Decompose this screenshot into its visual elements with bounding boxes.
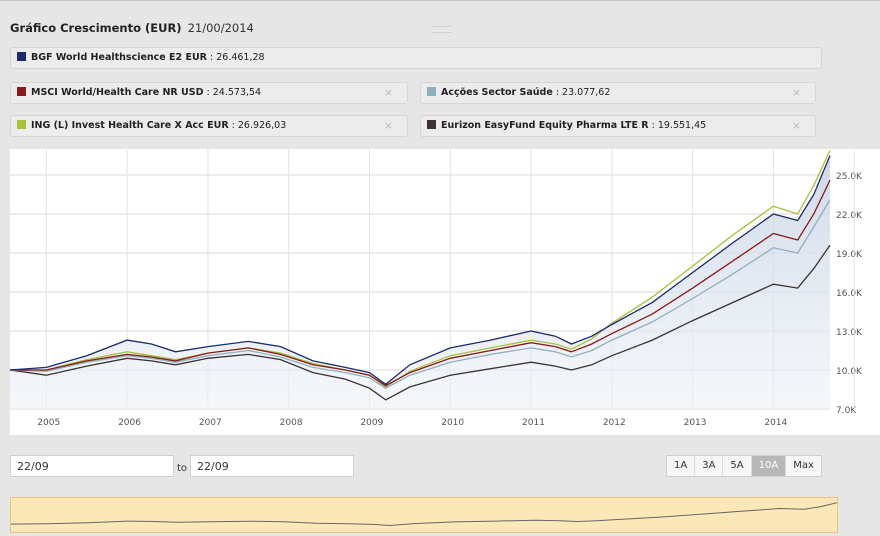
x-tick-label: 2012: [603, 418, 626, 428]
x-tick-label: 2013: [684, 418, 707, 428]
x-tick-label: 2008: [280, 418, 303, 428]
line-chart[interactable]: 7.0K 10.0K 13.0K 16.0K 19.0K 22.0K 25.0K 2005 20…: [9, 149, 880, 435]
legend-name: MSCI World/Health Care NR USD: [31, 87, 204, 98]
y-tick-label: 16.0K: [836, 289, 863, 299]
legend-swatch: [17, 52, 26, 61]
series-line: [9, 244, 831, 401]
x-tick-label: 2006: [118, 418, 141, 428]
legend-value: 23.077,62: [562, 87, 611, 98]
to-label: to: [177, 463, 188, 474]
legend-item: Eurizon EasyFund Equity Pharma LTE R : 1…: [420, 115, 816, 137]
x-tick-label: 2011: [522, 418, 545, 428]
series-area-fill: [10, 155, 830, 409]
series-line: [10, 179, 831, 387]
legend-name: ING (L) Invest Health Care X Acc EUR: [31, 120, 229, 131]
legend-swatch: [427, 87, 436, 96]
y-tick-label: 25.0K: [836, 172, 863, 182]
navigator-svg: [10, 502, 838, 527]
series-line: [9, 155, 831, 386]
from-date-input[interactable]: [10, 455, 174, 477]
x-tick-label: 2010: [441, 418, 464, 428]
legend-value: 24.573,54: [212, 87, 262, 98]
legend-item: BGF World Healthscience E2 EUR : 26.461,…: [10, 47, 822, 69]
range-button-group: 1A 3A 5A 10A Max: [666, 455, 822, 477]
legend-value: 26.926,03: [237, 120, 287, 131]
range-button-3a[interactable]: 3A: [695, 456, 724, 476]
close-icon[interactable]: ×: [383, 86, 393, 99]
legend-swatch: [17, 87, 26, 96]
drag-handle-icon[interactable]: [432, 26, 452, 33]
close-icon[interactable]: ×: [791, 86, 801, 99]
y-tick-label: 13.0K: [836, 328, 863, 338]
legend-value: 26.461,28: [216, 52, 265, 63]
range-button-1a[interactable]: 1A: [667, 456, 696, 476]
chart-date: 21/00/2014: [187, 21, 254, 35]
series-line: [10, 150, 831, 388]
legend-swatch: [17, 120, 26, 129]
legend-item: Acções Sector Saúde : 23.077,62 ×: [420, 82, 816, 104]
x-tick-label: 2014: [764, 418, 787, 428]
legend-name: Eurizon EasyFund Equity Pharma LTE R: [441, 120, 649, 131]
legend-swatch: [427, 120, 436, 129]
range-button-5a[interactable]: 5A: [723, 456, 752, 476]
y-tick-label: 10.0K: [836, 367, 863, 377]
y-tick-label: 22.0K: [836, 211, 863, 221]
x-tick-label: 2005: [37, 418, 60, 428]
range-button-10a[interactable]: 10A: [751, 456, 787, 476]
legend-value: 19.551,45: [657, 120, 707, 131]
chart-header: Gráfico Crescimento (EUR) 21/00/2014: [10, 21, 254, 35]
y-tick-label: 19.0K: [836, 250, 863, 260]
legend-name: Acções Sector Saúde: [441, 87, 553, 98]
chart-svg: 7.0K 10.0K 13.0K 16.0K 19.0K 22.0K 25.0K 2005 20…: [9, 149, 863, 428]
close-icon[interactable]: ×: [383, 119, 393, 132]
range-button-max[interactable]: Max: [793, 460, 814, 471]
to-date-input[interactable]: [190, 455, 354, 477]
y-tick-label: 7.0K: [836, 406, 857, 416]
navigator-line: [10, 502, 838, 527]
legend-item: ING (L) Invest Health Care X Acc EUR : 2…: [10, 115, 408, 137]
close-icon[interactable]: ×: [791, 119, 801, 132]
series-line: [9, 199, 831, 389]
legend-item: MSCI World/Health Care NR USD : 24.573,5…: [10, 82, 408, 104]
x-tick-label: 2009: [360, 418, 383, 428]
chart-title: Gráfico Crescimento (EUR): [10, 21, 182, 35]
x-tick-label: 2007: [199, 418, 222, 428]
range-navigator[interactable]: [10, 497, 838, 533]
legend-name: BGF World Healthscience E2 EUR: [31, 52, 207, 63]
